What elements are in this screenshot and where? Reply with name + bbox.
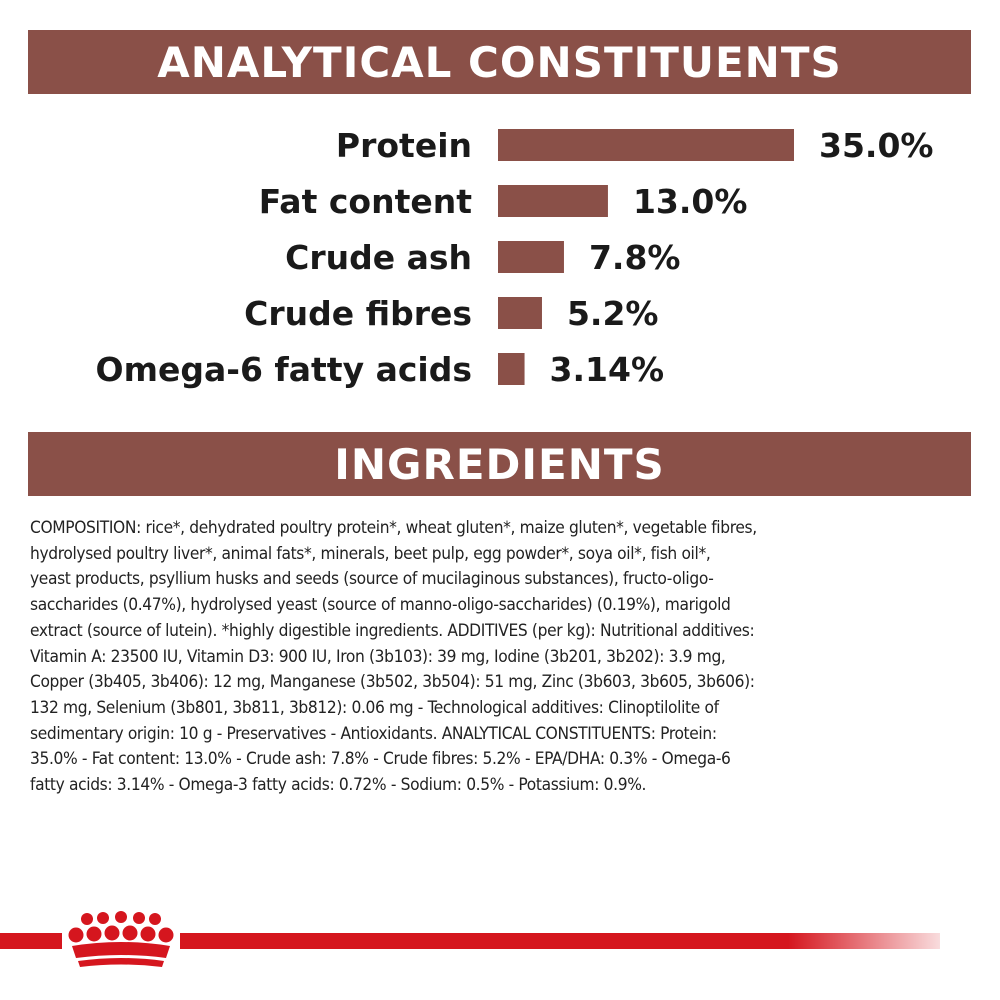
ingredients-banner: INGREDIENTS <box>28 432 971 496</box>
nutrient-bar-chart: Protein 35.0% Fat content 13.0% Crude ash 7.8… <box>96 126 934 389</box>
value-label: 35.0% <box>819 126 934 165</box>
bar <box>498 241 564 273</box>
footer-line-right <box>180 933 940 949</box>
crown-icon <box>68 911 174 967</box>
category-label: Crude fibres <box>244 294 472 333</box>
value-label: 5.2% <box>567 294 659 333</box>
bar <box>498 185 608 217</box>
value-label: 13.0% <box>633 182 748 221</box>
footer-line-left <box>0 933 62 949</box>
value-label: 3.14% <box>550 350 665 389</box>
category-label: Omega-6 fatty acids <box>96 350 472 389</box>
bar <box>498 353 525 385</box>
bar <box>498 129 794 161</box>
category-label: Crude ash <box>285 238 472 277</box>
value-label: 7.8% <box>589 238 681 277</box>
bar <box>498 297 542 329</box>
ingredients-composition-text: COMPOSITION: rice*, dehydrated poultry p… <box>30 518 757 796</box>
category-label: Fat content <box>259 182 473 221</box>
analytical-constituents-title: ANALYTICAL CONSTITUENTS <box>157 37 842 87</box>
analytical-constituents-banner: ANALYTICAL CONSTITUENTS <box>28 30 971 94</box>
ingredients-title: INGREDIENTS <box>334 439 665 489</box>
category-label: Protein <box>336 126 472 165</box>
